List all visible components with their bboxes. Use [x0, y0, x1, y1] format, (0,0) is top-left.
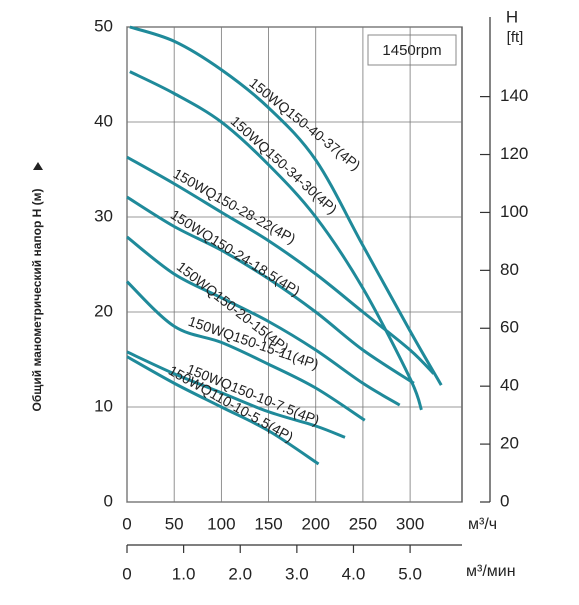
pump-curve — [129, 25, 443, 386]
x2-tick-label: 0 — [122, 564, 131, 583]
y-label: Общий манометрический напор H (м) — [30, 188, 44, 411]
x2-tick-label: 4.0 — [342, 564, 366, 583]
x-tick-label: 100 — [207, 514, 235, 533]
y2-tick-label: 80 — [500, 260, 519, 279]
y2-tick-label: 140 — [500, 86, 528, 105]
y-tick-label: 50 — [94, 16, 113, 35]
x2-tick-label: 2.0 — [228, 564, 252, 583]
pump-curve — [126, 350, 346, 439]
x-tick-label: 50 — [165, 514, 184, 533]
y2-tick-label: 120 — [500, 144, 528, 163]
rpm-label: 1450rpm — [382, 42, 441, 59]
x2-label: м³/мин — [466, 563, 516, 580]
x-tick-label: 150 — [254, 514, 282, 533]
pump-curve — [125, 280, 366, 422]
y-tick-label: 0 — [104, 491, 113, 510]
y-tick-label: 40 — [94, 111, 113, 130]
y-tick-label: 20 — [94, 301, 113, 320]
y2-unit: [ft] — [507, 29, 524, 46]
y2-tick-label: 20 — [500, 434, 519, 453]
y2-tick-label: 100 — [500, 202, 528, 221]
y-tick-label: 10 — [94, 396, 113, 415]
x-label: м³/ч — [468, 516, 497, 533]
x-tick-label: 250 — [349, 514, 377, 533]
x-tick-label: 0 — [122, 514, 131, 533]
y-tick-label: 30 — [94, 206, 113, 225]
y2-tick-label: 40 — [500, 376, 519, 395]
pump-curve — [126, 355, 320, 466]
y2-tick-label: 60 — [500, 318, 519, 337]
y2-label: H — [506, 7, 518, 26]
pump-curve — [126, 155, 435, 375]
x2-tick-label: 5.0 — [398, 564, 422, 583]
x-tick-label: 300 — [396, 514, 424, 533]
rpm-box — [367, 34, 457, 66]
x2-tick-label: 1.0 — [172, 564, 196, 583]
pump-curve — [129, 70, 423, 411]
pump-curve — [126, 235, 401, 407]
y-label-arrow — [33, 162, 43, 170]
x-tick-label: 200 — [302, 514, 330, 533]
x2-tick-label: 3.0 — [285, 564, 309, 583]
y2-tick-label: 0 — [500, 491, 509, 510]
pump-curve — [126, 195, 415, 385]
